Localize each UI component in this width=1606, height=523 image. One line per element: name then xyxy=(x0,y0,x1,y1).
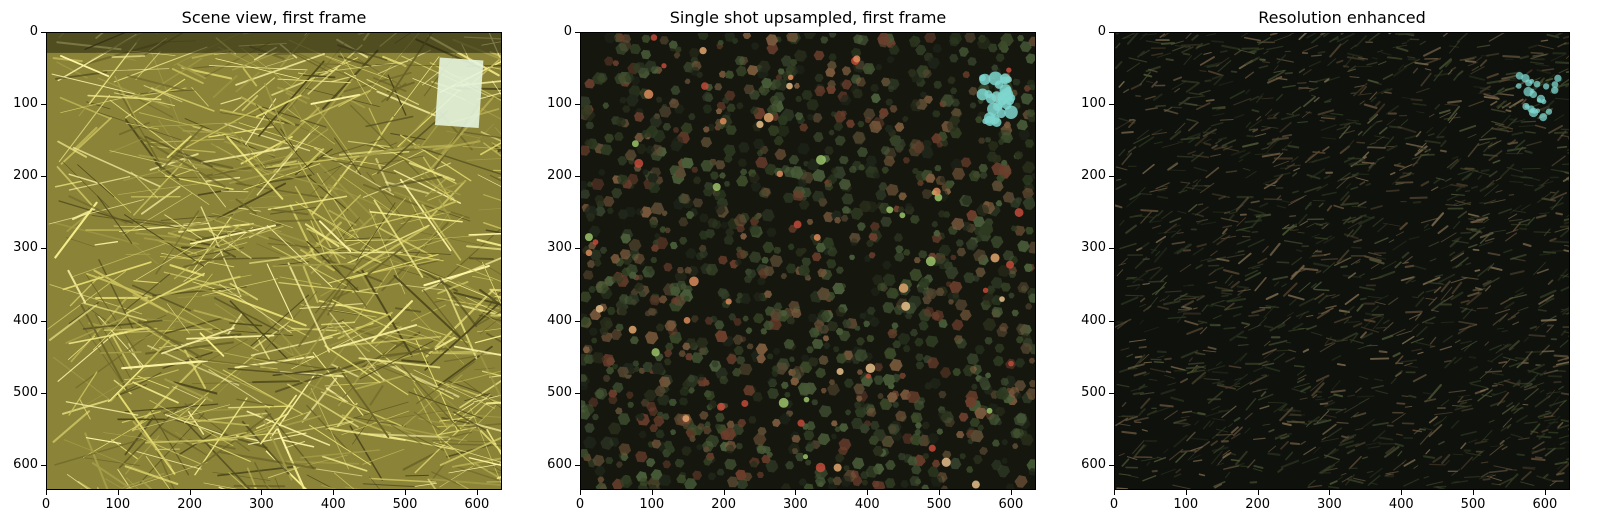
y-tick-label: 300 xyxy=(1081,240,1106,256)
y-tick xyxy=(575,248,580,250)
y-tick-label: 200 xyxy=(547,168,572,184)
y-tick-label: 600 xyxy=(1081,456,1106,472)
x-tick xyxy=(1401,490,1403,495)
x-tick xyxy=(1544,490,1546,495)
x-tick-label: 300 xyxy=(249,497,274,512)
panel-title: Resolution enhanced xyxy=(1258,8,1426,27)
x-tick xyxy=(795,490,797,495)
x-tick-label: 500 xyxy=(926,497,952,512)
y-tick-label: 500 xyxy=(1081,384,1106,400)
y-tick xyxy=(1109,392,1114,394)
x-tick xyxy=(117,490,119,495)
x-tick-label: 100 xyxy=(1173,497,1199,512)
panel-single-shot: Single shot upsampled, first frame 0 100 2… xyxy=(547,0,1036,523)
x-tick xyxy=(46,490,47,495)
x-tick-label: 0 xyxy=(575,497,585,512)
y-tick xyxy=(575,464,580,466)
y-tick xyxy=(575,392,580,394)
y-tick xyxy=(41,392,46,394)
y-tick xyxy=(41,248,46,250)
x-tick-label: 400 xyxy=(854,497,880,512)
x-tick-label: 200 xyxy=(177,497,203,512)
y-tick-label: 200 xyxy=(13,168,38,184)
y-tick-label: 400 xyxy=(13,312,38,328)
y-tick-label: 300 xyxy=(13,240,38,256)
y-tick-label: 0 xyxy=(29,24,38,39)
x-tick xyxy=(1257,490,1259,495)
single-shot-image xyxy=(580,32,1036,490)
y-tick xyxy=(575,176,580,178)
y-tick-label: 600 xyxy=(13,456,38,472)
y-tick-label: 100 xyxy=(1081,96,1106,112)
x-tick xyxy=(651,490,653,495)
x-tick-label: 600 xyxy=(998,497,1024,512)
x-tick-label: 0 xyxy=(41,497,51,512)
x-tick-label: 600 xyxy=(1532,497,1558,512)
panel-title: Single shot upsampled, first frame xyxy=(669,8,947,27)
x-tick xyxy=(1010,490,1012,495)
x-tick-label: 400 xyxy=(1388,497,1414,512)
panel-scene-view: Scene view, first frame 0 100 200 300 400 500… xyxy=(13,0,502,523)
x-tick xyxy=(405,490,407,495)
x-tick-label: 500 xyxy=(392,497,418,512)
x-tick-label: 200 xyxy=(1245,497,1271,512)
x-tick-label: 300 xyxy=(1317,497,1342,512)
x-tick-label: 0 xyxy=(1109,497,1119,512)
y-tick xyxy=(41,32,46,33)
y-tick xyxy=(1109,104,1114,106)
x-tick xyxy=(1185,490,1187,495)
y-tick-label: 500 xyxy=(547,384,572,400)
x-tick xyxy=(867,490,869,495)
y-tick xyxy=(1109,32,1114,33)
y-tick-label: 0 xyxy=(563,24,572,39)
y-tick-label: 400 xyxy=(1081,312,1106,328)
y-tick-label: 500 xyxy=(13,384,38,400)
x-tick-label: 100 xyxy=(105,497,131,512)
x-tick xyxy=(1329,490,1331,495)
y-tick xyxy=(1109,320,1114,322)
y-tick xyxy=(1109,464,1114,466)
x-tick-label: 500 xyxy=(1460,497,1486,512)
y-tick xyxy=(41,104,46,106)
y-tick xyxy=(575,104,580,106)
x-tick xyxy=(723,490,725,495)
panel-resolution-enhanced: Resolution enhanced 0 100 200 300 400 500 600 0… xyxy=(1081,0,1570,523)
y-tick xyxy=(1109,248,1114,250)
x-tick-label: 200 xyxy=(711,497,737,512)
y-tick-label: 400 xyxy=(547,312,572,328)
y-tick xyxy=(41,320,46,322)
y-tick-label: 100 xyxy=(13,96,38,112)
x-tick xyxy=(476,490,478,495)
x-tick-label: 100 xyxy=(639,497,665,512)
y-tick xyxy=(1109,176,1114,178)
x-tick xyxy=(1114,490,1115,495)
scene-view-image xyxy=(46,32,502,490)
resolution-enhanced-image xyxy=(1114,32,1570,490)
x-tick xyxy=(333,490,335,495)
x-tick xyxy=(189,490,191,495)
y-tick-label: 100 xyxy=(547,96,572,112)
panel-title: Scene view, first frame xyxy=(181,8,367,27)
y-tick xyxy=(41,176,46,178)
x-tick-label: 400 xyxy=(320,497,346,512)
x-tick-label: 300 xyxy=(783,497,808,512)
y-tick xyxy=(575,320,580,322)
y-tick xyxy=(41,464,46,466)
y-tick-label: 0 xyxy=(1097,24,1106,39)
y-tick-label: 600 xyxy=(547,456,572,472)
x-tick xyxy=(261,490,263,495)
x-tick xyxy=(1473,490,1475,495)
y-tick-label: 300 xyxy=(547,240,572,256)
x-tick-label: 600 xyxy=(464,497,490,512)
x-tick xyxy=(939,490,941,495)
y-tick-label: 200 xyxy=(1081,168,1106,184)
y-tick xyxy=(575,32,580,33)
x-tick xyxy=(580,490,581,495)
